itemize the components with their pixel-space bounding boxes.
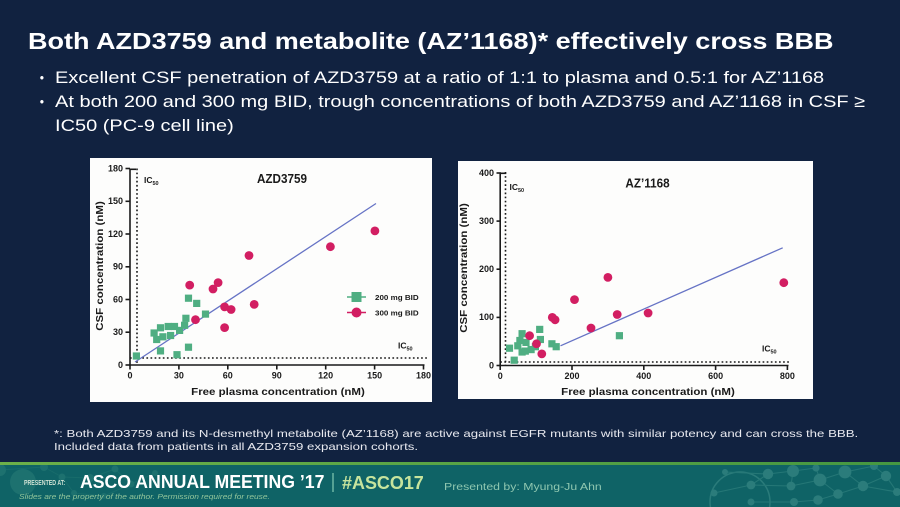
svg-text:60: 60	[113, 294, 123, 304]
svg-text:Free plasma concentration (nM): Free plasma concentration (nM)	[191, 387, 365, 398]
svg-text:0: 0	[118, 360, 123, 370]
svg-text:90: 90	[113, 262, 123, 272]
svg-text:600: 600	[708, 371, 723, 381]
svg-text:AZD3759: AZD3759	[257, 171, 307, 186]
svg-text:IC50: IC50	[398, 341, 413, 353]
svg-text:300: 300	[479, 216, 494, 226]
svg-text:0: 0	[127, 371, 132, 381]
svg-text:CSF concentration (nM): CSF concentration (nM)	[95, 201, 106, 331]
svg-text:800: 800	[780, 371, 795, 381]
svg-text:400: 400	[479, 168, 494, 178]
svg-text:120: 120	[108, 229, 123, 239]
svg-text:180: 180	[416, 371, 431, 381]
svg-text:200: 200	[479, 264, 494, 274]
svg-text:IC50: IC50	[510, 182, 525, 194]
svg-text:150: 150	[367, 371, 382, 381]
svg-text:200: 200	[564, 371, 579, 381]
svg-text:IC50: IC50	[144, 175, 159, 187]
svg-text:200 mg BID: 200 mg BID	[375, 293, 419, 302]
svg-text:AZ’1168: AZ’1168	[625, 176, 669, 191]
svg-text:IC50: IC50	[762, 344, 777, 356]
svg-text:150: 150	[108, 196, 123, 206]
svg-text:30: 30	[174, 371, 184, 381]
svg-text:400: 400	[636, 371, 651, 381]
svg-text:0: 0	[489, 360, 494, 370]
svg-text:CSF concentration (nM): CSF concentration (nM)	[459, 203, 470, 333]
svg-text:0: 0	[498, 371, 503, 381]
svg-text:60: 60	[223, 371, 233, 381]
svg-text:Free plasma concentration (nM): Free plasma concentration (nM)	[561, 387, 735, 398]
svg-text:120: 120	[318, 371, 333, 381]
svg-text:180: 180	[108, 163, 123, 173]
svg-text:300 mg BID: 300 mg BID	[375, 309, 419, 318]
svg-text:90: 90	[272, 371, 282, 381]
svg-text:100: 100	[479, 312, 494, 322]
svg-text:30: 30	[113, 327, 123, 337]
